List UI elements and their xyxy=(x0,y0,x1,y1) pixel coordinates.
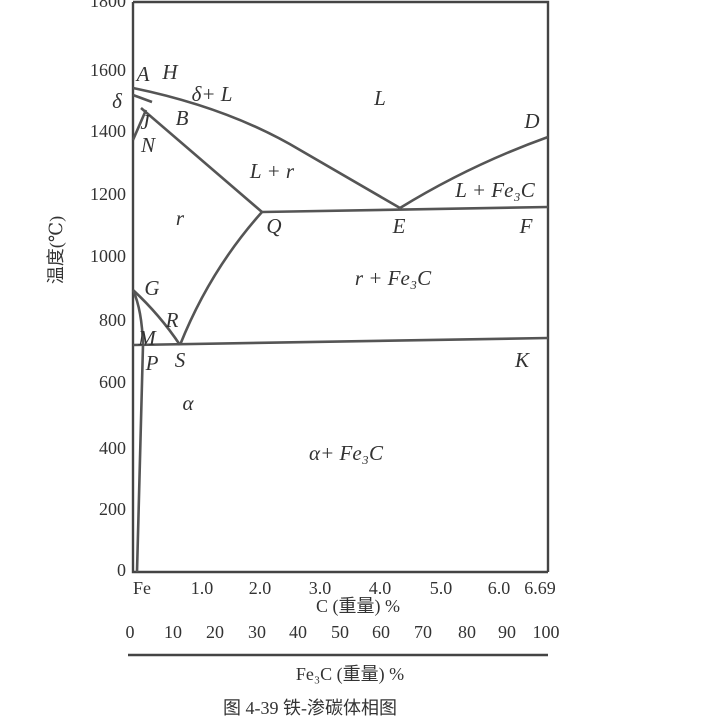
x2-tick-label: 70 xyxy=(414,622,432,642)
point-label: M xyxy=(137,326,157,350)
x-tick-label: Fe xyxy=(133,578,151,598)
point-label: N xyxy=(140,133,156,157)
point-label: P xyxy=(145,351,159,375)
x2-tick-label: 90 xyxy=(498,622,516,642)
x-tick-label: 4.0 xyxy=(369,578,392,598)
y-tick-label: 1000 xyxy=(90,246,126,266)
point-label: Q xyxy=(266,214,281,238)
x2-tick-label: 50 xyxy=(331,622,349,642)
gpq-line xyxy=(131,289,145,573)
x-tick-label: 1.0 xyxy=(191,578,214,598)
point-label: B xyxy=(176,106,189,130)
region-label: L + r xyxy=(249,159,295,183)
x-tick-label: 2.0 xyxy=(249,578,272,598)
acm-line xyxy=(178,211,263,346)
frame xyxy=(128,0,550,657)
x2-axis-title: Fe₃C (重量) % xyxy=(296,664,404,685)
x-tick-label: 6.0 xyxy=(488,578,511,598)
point-label: J xyxy=(140,110,151,134)
delta-lines xyxy=(131,93,153,141)
x2-tick-label: 80 xyxy=(458,622,476,642)
point-label: G xyxy=(144,276,159,300)
plot-frame xyxy=(131,0,550,574)
y-tick-label: 400 xyxy=(99,438,126,458)
x2-tick-label: 40 xyxy=(289,622,307,642)
solidus-je xyxy=(140,107,263,213)
region-label: r xyxy=(176,206,185,230)
x-tick-label: 3.0 xyxy=(309,578,332,598)
x2-tick-label: 30 xyxy=(248,622,266,642)
labels: 180016001400120010008006004002000温度(℃)Fe… xyxy=(46,0,559,718)
x-axis-title: C (重量) % xyxy=(316,596,400,617)
liquidus-ac xyxy=(132,86,401,210)
point-label: H xyxy=(161,60,179,84)
region-label: r + Fe₃C xyxy=(355,266,432,290)
point-label: R xyxy=(165,308,179,332)
region-label: L + Fe₃C xyxy=(454,178,535,202)
x2-tick-label: 20 xyxy=(206,622,224,642)
region-label: L xyxy=(373,86,386,110)
y-tick-label: 800 xyxy=(99,310,126,330)
x-tick-label: 5.0 xyxy=(430,578,453,598)
x2-tick-label: 0 xyxy=(126,622,135,642)
region-label: δ xyxy=(112,89,123,113)
point-label: D xyxy=(523,109,539,133)
point-label: E xyxy=(392,214,406,238)
point-label: S xyxy=(175,348,186,372)
x2-tick-label: 10 xyxy=(164,622,182,642)
caption: 图 4-39 铁-渗碳体相图 xyxy=(223,698,397,718)
y-tick-label: 1400 xyxy=(90,121,126,141)
point-label: F xyxy=(519,214,533,238)
region-label: α xyxy=(182,391,194,415)
y-tick-label: 1200 xyxy=(90,184,126,204)
point-label: K xyxy=(514,348,530,372)
phase-lines xyxy=(131,86,549,573)
y-tick-label: 1800 xyxy=(90,0,126,11)
liquidus-cd xyxy=(399,135,549,210)
eutectic-line xyxy=(261,205,549,214)
x2-tick-label: 100 xyxy=(533,622,560,642)
a3-line xyxy=(132,289,182,346)
y-tick-label: 200 xyxy=(99,499,126,519)
y-tick-label: 0 xyxy=(117,560,126,580)
x2-tick-label: 60 xyxy=(372,622,390,642)
y-axis-title: 温度(℃) xyxy=(46,216,67,284)
y-tick-label: 600 xyxy=(99,372,126,392)
point-label: A xyxy=(135,62,150,86)
region-label: α+ Fe₃C xyxy=(309,441,384,465)
eutectoid-line xyxy=(132,336,549,347)
region-label: δ+ L xyxy=(192,82,233,106)
y-tick-label: 1600 xyxy=(90,60,126,80)
x-tick-label: 6.69 xyxy=(524,578,556,598)
